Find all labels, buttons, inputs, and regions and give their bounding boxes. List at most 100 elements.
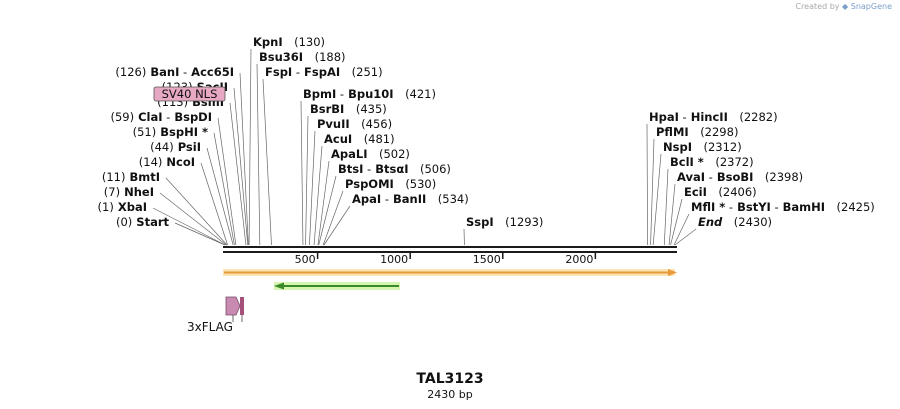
- map-length-label: 2430 bp: [427, 388, 472, 401]
- feature-sv40-nls[interactable]: SV40 NLS: [153, 86, 226, 102]
- enzyme-label: (14) NcoI: [139, 155, 195, 169]
- site-position: (2406): [707, 185, 757, 199]
- enzyme-name: BstYI: [733, 200, 771, 214]
- site-position: (44): [150, 140, 174, 154]
- site-label-right-7[interactable]: ApaLI (502): [331, 147, 410, 161]
- enzyme-name: Bsu36I: [259, 50, 303, 64]
- site-lines: [152, 48, 697, 246]
- site-position: (126): [115, 65, 146, 79]
- site-position: (14): [139, 155, 163, 169]
- site-label-right-4[interactable]: BsrBI (435): [310, 102, 387, 116]
- enzyme-name: FspAI: [300, 65, 340, 79]
- site-label-left-4[interactable]: (14) NcoI: [139, 155, 195, 169]
- enzyme-label: (126) BanI - Acc65I: [115, 65, 234, 79]
- enzyme-label: AvaI - BsoBI (2398): [677, 170, 803, 184]
- site-label-left-7[interactable]: (59) ClaI - BspDI: [110, 110, 212, 124]
- enzyme-name: BmtI: [125, 170, 160, 184]
- site-label-left-2[interactable]: (7) NheI: [104, 185, 154, 199]
- orf-arrow[interactable]: [223, 269, 677, 276]
- site-label-right-3[interactable]: BpmI - Bpu10I (421): [303, 87, 436, 101]
- enzyme-label: (7) NheI: [104, 185, 154, 199]
- site-connector: [646, 123, 648, 246]
- enzyme-name: XbaI: [114, 200, 147, 214]
- enzyme-label: (59) ClaI - BspDI: [110, 110, 212, 124]
- enzyme-name: PvuII: [317, 117, 350, 131]
- site-label-right-14[interactable]: NspI (2312): [663, 140, 742, 154]
- site-label-right-0[interactable]: KpnI (130): [253, 35, 325, 49]
- site-label-left-5[interactable]: (44) PsiI: [150, 140, 201, 154]
- site-position: (188): [303, 50, 345, 64]
- label-separator: -: [363, 162, 371, 176]
- enzyme-name: BanI: [146, 65, 179, 79]
- site-connector: [652, 153, 662, 246]
- site-label-right-6[interactable]: AcuI (481): [324, 132, 395, 146]
- site-connector: [217, 117, 237, 246]
- enzyme-label: PflMI (2298): [656, 125, 738, 139]
- site-position: (435): [344, 102, 386, 116]
- site-label-left-6[interactable]: (51) BspHI *: [133, 125, 208, 139]
- site-position: (2430): [722, 215, 772, 229]
- enzyme-name: BamHI: [779, 200, 825, 214]
- site-position: (11): [102, 170, 126, 184]
- enzyme-name: BanII: [389, 192, 426, 206]
- ruler-tick-label: 1000: [380, 253, 408, 266]
- site-connector: [323, 205, 351, 246]
- label-separator: -: [336, 87, 344, 101]
- site-position: (1293): [494, 215, 544, 229]
- site-label-left-0[interactable]: (0) Start: [116, 215, 170, 229]
- site-label-right-8[interactable]: BtsI - BtsαI (506): [338, 162, 451, 176]
- enzyme-name: Bpu10I: [344, 87, 393, 101]
- label-separator: -: [163, 110, 171, 124]
- site-label-left-10[interactable]: (126) BanI - Acc65I: [115, 65, 234, 79]
- site-position: (251): [340, 65, 382, 79]
- feature-sv40-nls-label: SV40 NLS: [162, 87, 218, 101]
- site-position: (2398): [753, 170, 803, 184]
- site-label-right-15[interactable]: BclI * (2372): [670, 155, 754, 169]
- enzyme-name: PsiI: [174, 140, 201, 154]
- site-label-right-5[interactable]: PvuII (456): [317, 117, 392, 131]
- site-label-right-12[interactable]: HpaI - HincII (2282): [649, 110, 778, 124]
- enzyme-name: End: [698, 215, 723, 229]
- site-connector: [670, 198, 683, 246]
- site-connector: [213, 132, 235, 246]
- enzyme-label: EciI (2406): [684, 185, 757, 199]
- enzyme-name: KpnI: [253, 35, 283, 49]
- site-connector: [300, 100, 304, 246]
- site-label-left-3[interactable]: (11) BmtI: [102, 170, 160, 184]
- site-connector: [152, 207, 226, 246]
- enzyme-name: BpmI: [303, 87, 336, 101]
- site-connector: [200, 162, 228, 246]
- site-connector: [305, 115, 309, 246]
- feature-3xflag[interactable]: 3xFLAG: [187, 296, 244, 334]
- enzyme-label: BclI * (2372): [670, 155, 754, 169]
- site-position: (2282): [728, 110, 778, 124]
- site-label-right-18[interactable]: MflI * - BstYI - BamHI (2425): [691, 200, 875, 214]
- enzyme-name: BtsI: [338, 162, 363, 176]
- site-label-right-17[interactable]: EciI (2406): [684, 185, 757, 199]
- site-position: (421): [394, 87, 436, 101]
- enzyme-label: Bsu36I (188): [259, 50, 346, 64]
- reverse-orf-arrow[interactable]: [274, 282, 400, 290]
- site-label-right-10[interactable]: ApaI - BanII (534): [352, 192, 469, 206]
- enzyme-label: (51) BspHI *: [133, 125, 208, 139]
- site-label-right-2[interactable]: FspI - FspAI (251): [265, 65, 383, 79]
- site-label-right-13[interactable]: PflMI (2298): [656, 125, 738, 139]
- site-label-left-1[interactable]: (1) XbaI: [98, 200, 147, 214]
- site-connector: [318, 175, 337, 246]
- enzyme-label: (44) PsiI: [150, 140, 201, 154]
- site-position: (1): [98, 200, 114, 214]
- site-connector: [239, 72, 249, 246]
- site-connector: [674, 228, 697, 246]
- ruler-tick-label: 1500: [473, 253, 501, 266]
- site-position: (534): [426, 192, 468, 206]
- site-position: (0): [116, 215, 132, 229]
- site-label-right-9[interactable]: PspOMI (530): [345, 177, 436, 191]
- site-connector: [159, 192, 227, 246]
- site-label-right-19[interactable]: End (2430): [698, 215, 772, 229]
- enzyme-name: BclI *: [670, 155, 704, 169]
- enzyme-name: NheI: [120, 185, 154, 199]
- site-label-right-11[interactable]: SspI (1293): [466, 215, 543, 229]
- ruler-tick-label: 2000: [565, 253, 593, 266]
- site-label-right-16[interactable]: AvaI - BsoBI (2398): [677, 170, 803, 184]
- site-label-right-1[interactable]: Bsu36I (188): [259, 50, 346, 64]
